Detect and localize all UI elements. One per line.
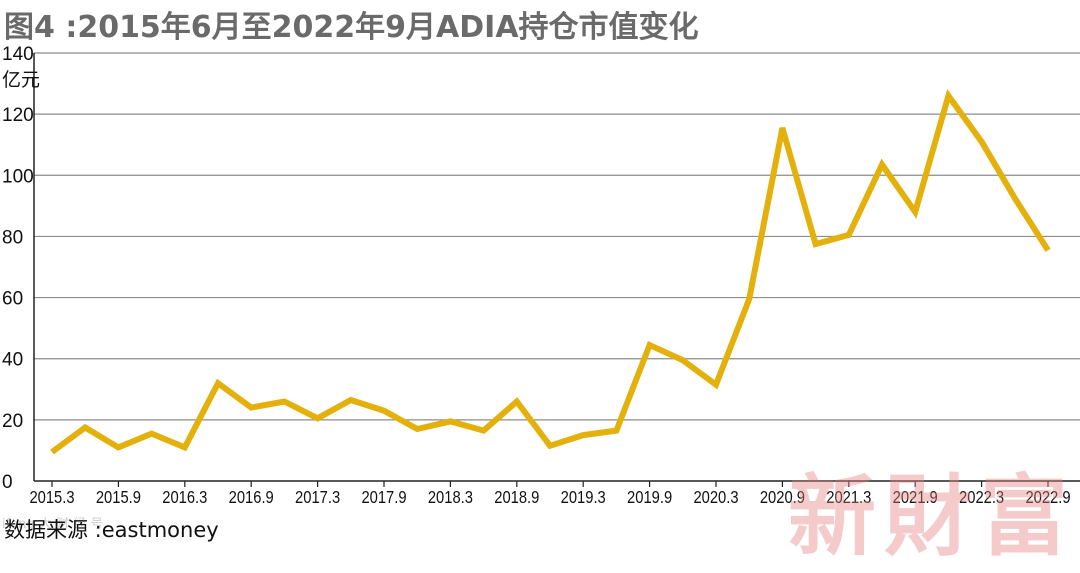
y-tick-label: 60 (2, 289, 23, 310)
brand-watermark: 新財富 (788, 446, 1076, 573)
x-tick-label: 2018.3 (428, 488, 473, 508)
y-tick-label: 80 (2, 227, 23, 248)
y-tick-label: 40 (2, 350, 23, 371)
data-source-note: 数据来源 :eastmoney (4, 514, 219, 544)
y-tick-label: 120 (2, 105, 34, 126)
x-tick-label: 2018.9 (494, 488, 539, 508)
y-tick-label: 20 (2, 411, 23, 432)
y-tick-label: 140 (2, 44, 34, 65)
x-tick-label: 2019.9 (627, 488, 672, 508)
x-tick-label: 2019.3 (561, 488, 606, 508)
y-tick-label: 100 (2, 166, 34, 187)
y-axis-ticks: 0 20 40 60 80 100 120 140 (2, 44, 34, 493)
x-tick-label: 2017.3 (295, 488, 340, 508)
gridlines (34, 53, 1080, 481)
x-tick-label: 2017.9 (361, 488, 406, 508)
x-tick-label: 2016.9 (229, 488, 274, 508)
x-tick-label: 2015.3 (29, 488, 74, 508)
series-line (52, 96, 1048, 452)
y-tick-label: 0 (2, 472, 13, 493)
x-tick-label: 2020.3 (693, 488, 738, 508)
y-axis-label: 亿元 (2, 69, 40, 91)
x-tick-label: 2015.9 (96, 488, 141, 508)
series (52, 96, 1048, 452)
x-tick-label: 2016.3 (162, 488, 207, 508)
